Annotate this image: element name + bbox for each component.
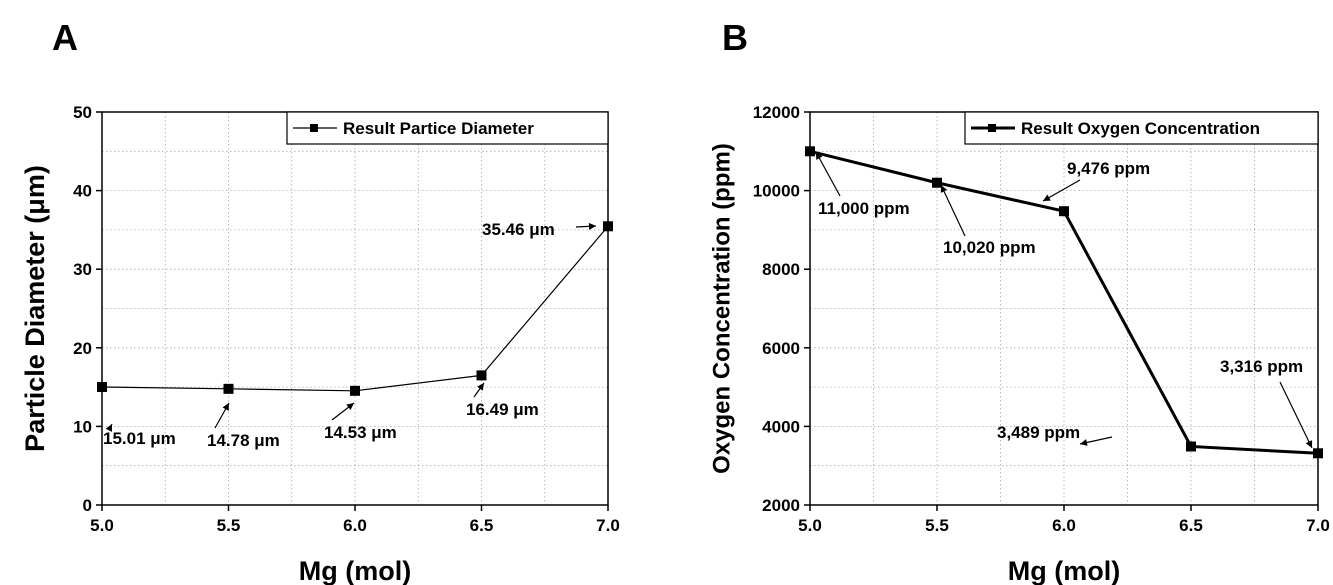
- b-y-tick-label: 8000: [762, 260, 800, 279]
- b-data-label: 3,489 ppm: [997, 423, 1080, 442]
- b-y-tick-label: 2000: [762, 496, 800, 515]
- a-annotation-arrow-head: [588, 222, 596, 230]
- b-annotation-arrow-line: [940, 184, 966, 237]
- b-annotation-arrow-head: [816, 152, 823, 160]
- a-x-tick-label: 6.5: [470, 516, 494, 535]
- a-data-label: 35.46 μm: [482, 220, 555, 239]
- b-x-tick-label: 6.5: [1179, 516, 1203, 535]
- b-data-label: 10,020 ppm: [943, 238, 1036, 257]
- b-annotation-arrow-line: [1279, 381, 1313, 449]
- b-annotation-arrow-head: [940, 185, 948, 193]
- a-data-label: 14.53 μm: [324, 423, 397, 442]
- a-data-point: [603, 221, 613, 232]
- b-annotation-arrow-head: [1043, 194, 1051, 201]
- a-y-tick-label: 50: [73, 103, 92, 122]
- panel-letter-a: A: [52, 17, 78, 58]
- b-data-point: [1059, 206, 1069, 217]
- b-x-axis-title: Mg (mol): [1008, 556, 1120, 585]
- a-y-tick-label: 10: [73, 417, 92, 436]
- a-annotation-arrow-head: [105, 424, 112, 432]
- b-y-tick-label: 12000: [753, 103, 800, 122]
- b-x-tick-label: 6.0: [1052, 516, 1076, 535]
- a-y-axis-title: Particle Diameter (μm): [20, 165, 50, 452]
- a-y-tick-label: 40: [73, 182, 92, 201]
- b-y-axis-title: Oxygen Concentration (ppm): [708, 143, 735, 474]
- a-annotation-arrow-head: [346, 403, 354, 411]
- chart-panel-a: 5.0 5.5 6.0 6.5 7.0 0 10 20 30 40 50 Mg (mol) Partic…: [20, 103, 620, 585]
- b-x-tick-label: 7.0: [1306, 516, 1330, 535]
- b-annotation-arrow-line: [815, 151, 841, 197]
- b-legend-box: [964, 111, 1319, 145]
- a-x-tick-label: 5.0: [90, 516, 114, 535]
- b-x-tick-label: 5.5: [925, 516, 949, 535]
- a-x-tick-label: 5.5: [217, 516, 241, 535]
- b-legend-marker: [988, 124, 996, 132]
- a-data-point: [476, 370, 487, 381]
- panel-letter-b: B: [722, 17, 748, 58]
- a-y-tick-label: 20: [73, 339, 92, 358]
- b-data-label: 9,476 ppm: [1067, 159, 1150, 178]
- a-data-label: 14.78 μm: [207, 431, 280, 450]
- b-y-tick-label: 4000: [762, 417, 800, 436]
- b-data-point: [932, 177, 942, 188]
- a-legend-box: [286, 111, 609, 145]
- a-data-point: [350, 385, 360, 396]
- b-data-point: [1313, 448, 1323, 459]
- a-data-label: 16.49 μm: [466, 400, 539, 419]
- b-annotation-arrow-head: [1305, 440, 1313, 448]
- b-data-point: [1186, 441, 1196, 452]
- b-data-point: [805, 146, 815, 157]
- a-x-axis-title: Mg (mol): [299, 556, 411, 585]
- b-y-tick-label: 10000: [753, 182, 800, 201]
- b-legend-label: Result Oxygen Concentration: [1021, 119, 1260, 138]
- a-data-point: [223, 383, 234, 394]
- a-y-tick-label: 0: [83, 496, 92, 515]
- a-legend-marker: [310, 124, 318, 132]
- b-data-label: 3,316 ppm: [1220, 357, 1303, 376]
- a-y-tick-label: 30: [73, 260, 92, 279]
- a-x-tick-label: 7.0: [596, 516, 620, 535]
- a-annotation-arrow-head: [222, 403, 229, 411]
- a-grid: [101, 111, 609, 506]
- b-annotation-arrow-head: [1080, 439, 1088, 446]
- a-data-label: 15.01 μm: [103, 429, 176, 448]
- a-legend-label: Result Partice Diameter: [343, 119, 534, 138]
- a-x-tick-label: 6.0: [343, 516, 367, 535]
- b-y-tick-label: 6000: [762, 339, 800, 358]
- b-annotation-arrow-line: [1042, 179, 1081, 202]
- chart-panel-b: 5.0 5.5 6.0 6.5 7.0 2000 4000 6000 8000 10000 1200…: [708, 103, 1329, 585]
- a-annotation-arrow-head: [477, 383, 484, 391]
- b-x-tick-label: 5.0: [798, 516, 822, 535]
- b-data-label: 11,000 ppm: [818, 199, 910, 218]
- a-data-point: [97, 382, 107, 393]
